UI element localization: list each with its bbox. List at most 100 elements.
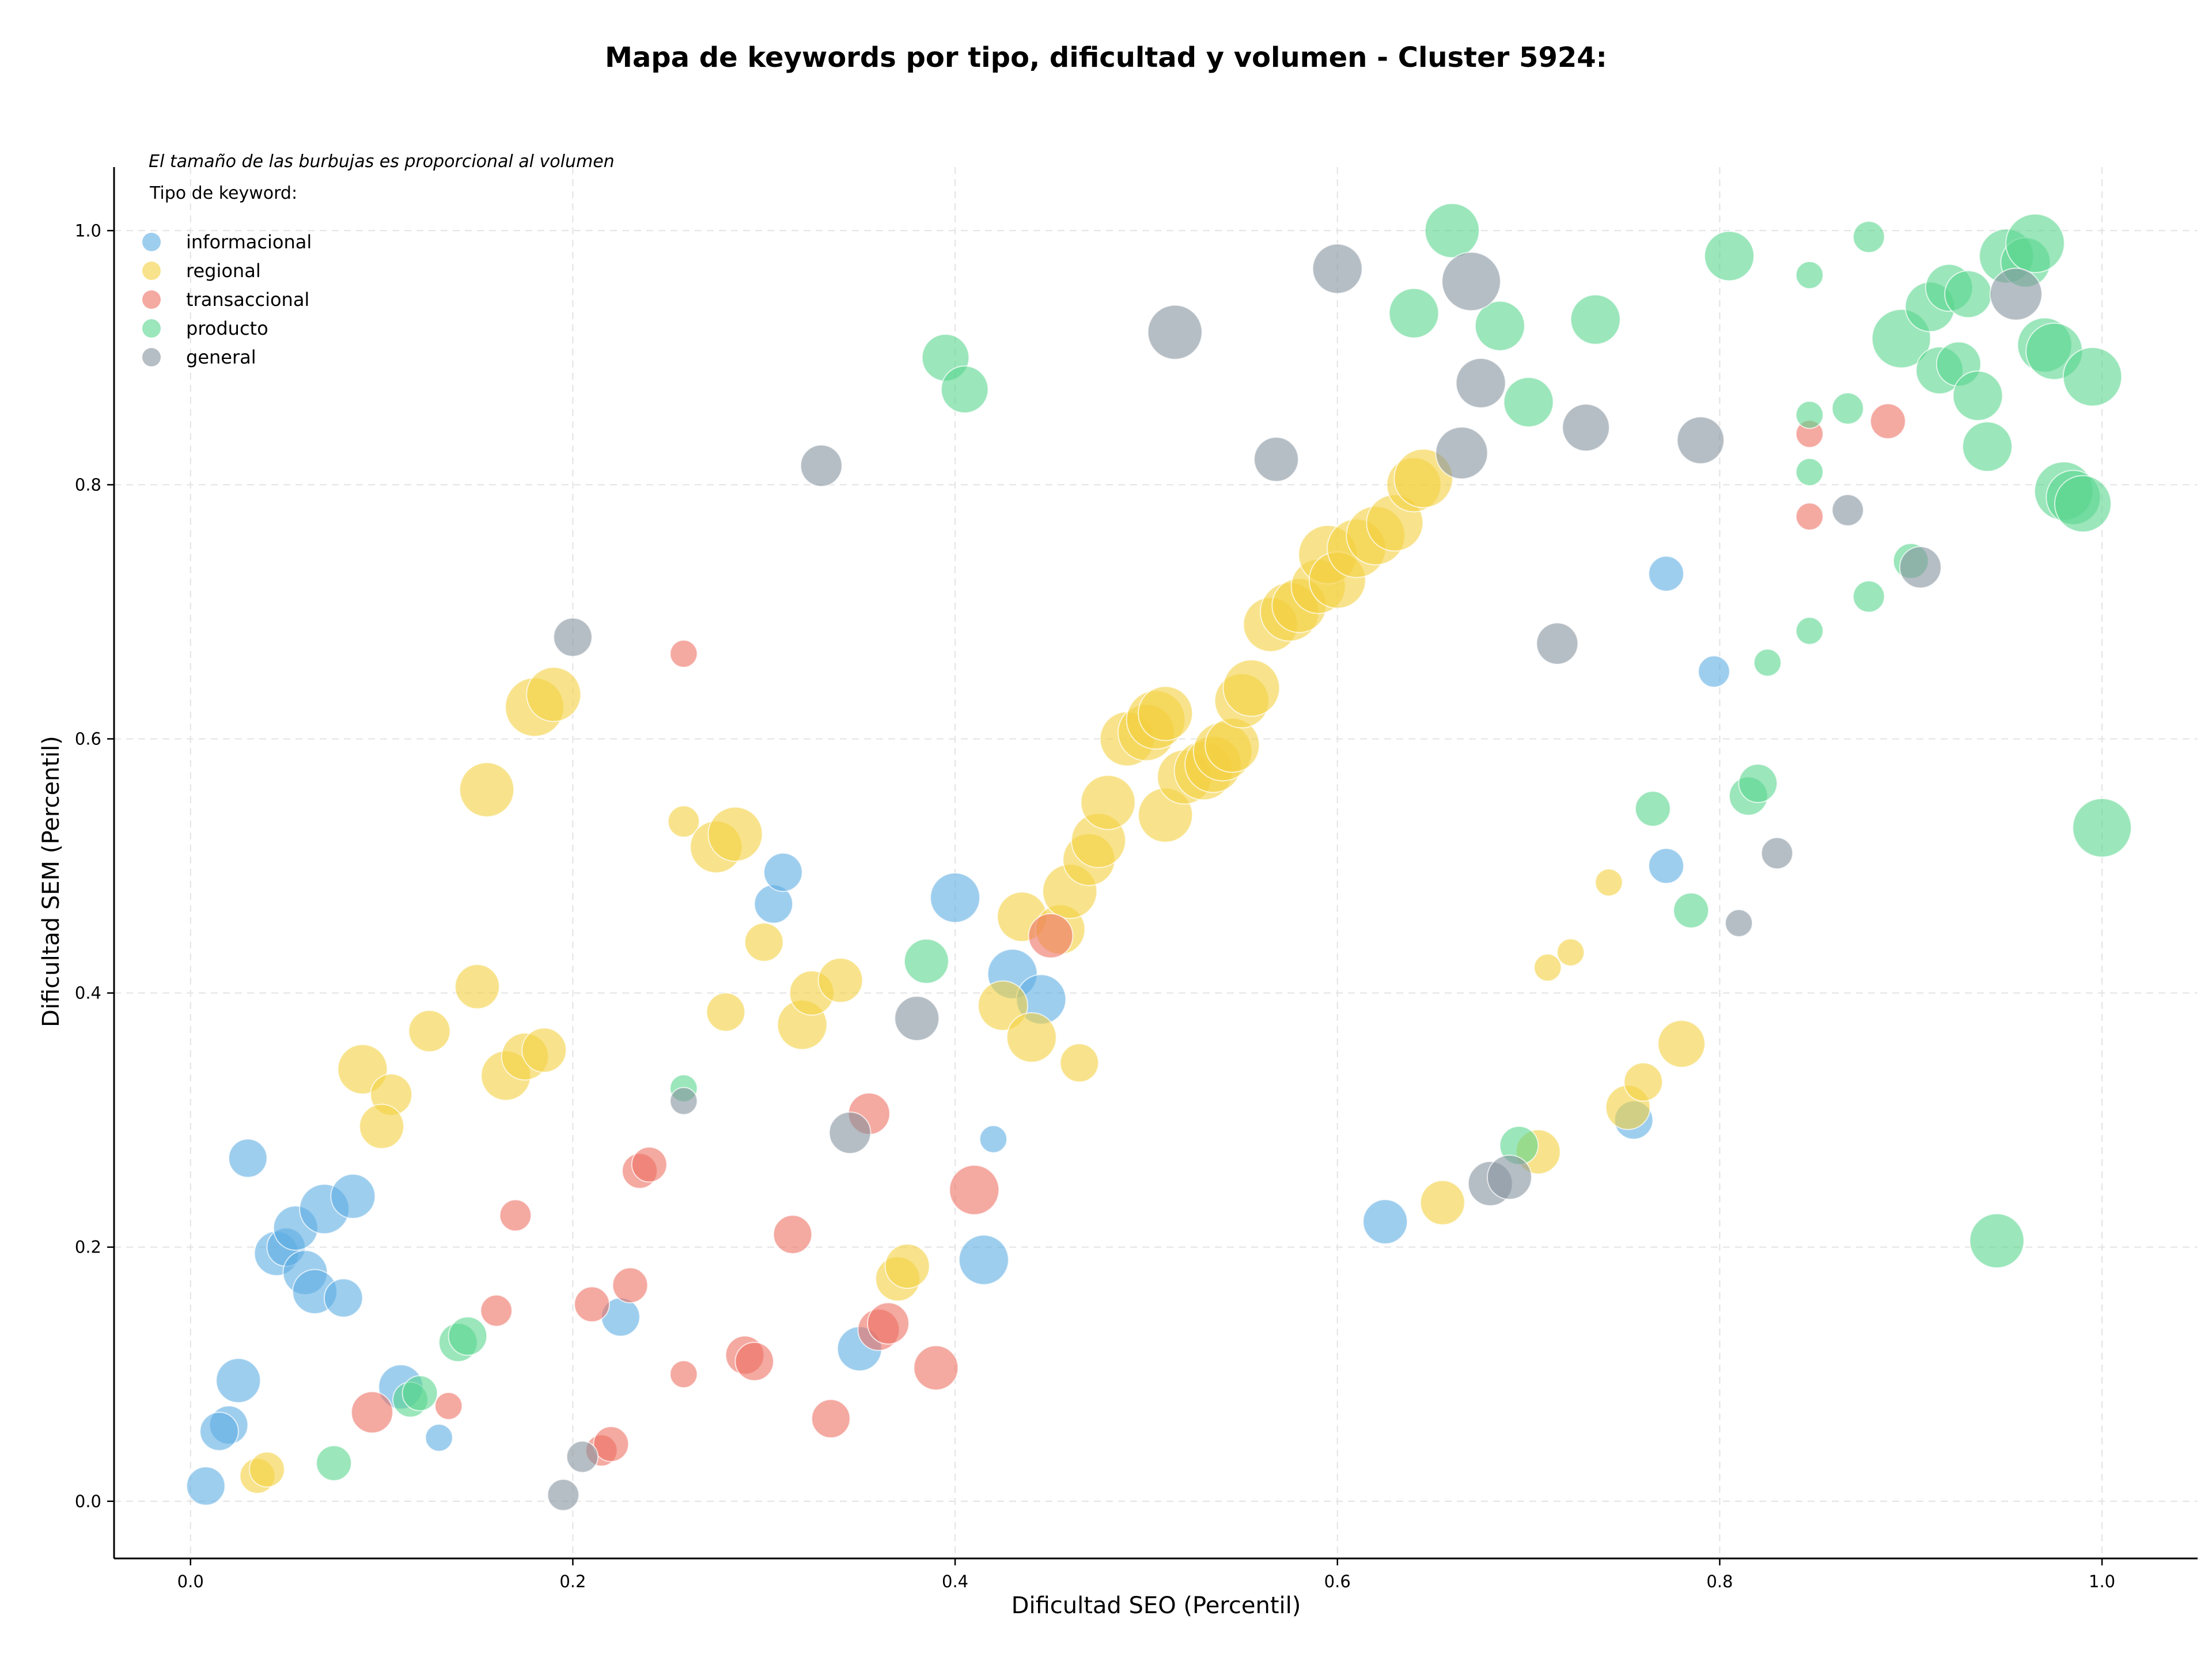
bubble-regional xyxy=(1594,868,1623,897)
bubble-regional xyxy=(1533,953,1562,982)
series-general xyxy=(547,243,2043,1511)
chart-title: Mapa de keywords por tipo, dificultad y … xyxy=(605,41,1607,74)
bubble-regional xyxy=(707,806,763,862)
bubble-transaccional xyxy=(867,1302,910,1345)
bubble-transaccional xyxy=(949,1164,1000,1216)
y-tick-label: 0.4 xyxy=(75,983,101,1003)
bubble-informacional xyxy=(186,1466,226,1506)
bubble-producto xyxy=(2062,347,2123,407)
bubble-general xyxy=(1536,622,1579,665)
bubble-producto xyxy=(1388,287,1440,339)
bubble-general xyxy=(1455,357,1506,408)
bubble-informacional xyxy=(215,1357,262,1403)
bubble-producto xyxy=(1795,457,1824,486)
bubble-transaccional xyxy=(913,1345,959,1391)
bubble-producto xyxy=(2072,798,2132,858)
bubble-regional xyxy=(1059,1043,1100,1083)
bubble-producto xyxy=(1795,400,1824,429)
bubble-general xyxy=(553,617,593,657)
bubble-transaccional xyxy=(480,1294,513,1327)
x-axis-label: Dificultad SEO (Percentil) xyxy=(1012,1592,1301,1619)
legend-label-general: general xyxy=(186,346,256,368)
bubble-producto xyxy=(1831,392,1864,425)
bubble-general xyxy=(1760,837,1794,870)
bubble-general xyxy=(1312,243,1363,294)
grid-lines xyxy=(114,167,2198,1558)
bubble-informacional xyxy=(1648,555,1684,592)
x-tick-label: 0.0 xyxy=(177,1572,204,1591)
bubble-general xyxy=(547,1478,579,1511)
bubble-transaccional xyxy=(669,1360,698,1388)
bubble-producto xyxy=(1704,230,1755,282)
bubble-regional xyxy=(521,1027,567,1073)
bubble-producto xyxy=(1570,294,1621,345)
bubble-producto xyxy=(1853,221,1885,253)
bubble-regional xyxy=(1623,1062,1663,1102)
bubble-regional xyxy=(459,762,515,818)
bubble-transaccional xyxy=(593,1426,630,1462)
bubble-regional xyxy=(359,1103,404,1149)
legend-marker-regional xyxy=(142,262,161,280)
bubble-producto xyxy=(316,1445,352,1481)
series-transaccional xyxy=(351,403,1906,1467)
bubble-regional xyxy=(249,1451,285,1488)
bubble-regional xyxy=(526,667,582,722)
bubble-general xyxy=(1989,267,2043,321)
bubble-producto xyxy=(1424,203,1480,259)
bubble-producto xyxy=(1673,892,1709,929)
bubble-producto xyxy=(1795,616,1824,645)
bubble-transaccional xyxy=(631,1146,668,1183)
bubble-size-note: El tamaño de las burbujas es proporciona… xyxy=(149,152,615,172)
bubble-informacional xyxy=(199,1412,239,1451)
x-tick-label: 0.8 xyxy=(1706,1572,1733,1591)
bubble-transaccional xyxy=(434,1391,463,1420)
y-tick-label: 0.2 xyxy=(75,1238,101,1257)
bubble-producto xyxy=(1952,370,2003,421)
bubble-general xyxy=(1899,546,1942,589)
y-tick-label: 0.0 xyxy=(75,1492,101,1511)
bubble-transaccional xyxy=(811,1399,851,1439)
bubble-general xyxy=(566,1440,599,1473)
y-tick-label: 1.0 xyxy=(75,221,101,240)
bubble-regional xyxy=(1006,1012,1057,1063)
bubble-regional xyxy=(408,1009,451,1053)
tick-labels: 0.0 0.2 0.4 0.6 0.8 1.0 0.0 0.2 0.4 0.6 0.8 1.0 xyxy=(75,221,2115,1591)
bubble-transaccional xyxy=(1870,403,1906,440)
bubble-general xyxy=(1253,436,1299,482)
bubble-general xyxy=(1562,403,1610,452)
legend-marker-transaccional xyxy=(142,290,161,309)
bubble-producto xyxy=(940,365,989,414)
bubble-producto xyxy=(1738,763,1778,803)
bubble-producto xyxy=(1503,377,1554,427)
x-tick-label: 0.4 xyxy=(942,1572,968,1591)
bubble-transaccional xyxy=(612,1267,649,1304)
legend: informacional regional transaccional produc… xyxy=(142,231,312,368)
y-tick-label: 0.8 xyxy=(75,475,101,494)
bubble-regional xyxy=(1556,938,1585,967)
legend-label-producto: producto xyxy=(186,317,268,339)
legend-label-transaccional: transaccional xyxy=(186,289,309,311)
bubble-regional xyxy=(978,980,1028,1031)
bubble-producto xyxy=(1853,580,1885,613)
bubble-regional xyxy=(454,964,500,1009)
bubble-general xyxy=(894,996,940,1042)
bubble-transaccional xyxy=(1028,913,1074,959)
bubble-general xyxy=(1441,251,1501,312)
bubble-regional xyxy=(667,805,700,838)
data-points xyxy=(186,203,2132,1511)
bubble-regional xyxy=(1080,774,1136,830)
bubble-general xyxy=(800,444,843,487)
bubble-informacional xyxy=(323,1278,363,1318)
legend-label-informacional: informacional xyxy=(186,231,312,253)
bubble-informacional xyxy=(979,1125,1007,1153)
bubble-producto xyxy=(1962,421,2013,472)
x-tick-label: 0.2 xyxy=(559,1572,586,1591)
bubble-producto xyxy=(402,1375,438,1412)
bubble-regional xyxy=(744,922,784,962)
bubble-informacional xyxy=(1362,1199,1408,1244)
axes xyxy=(107,167,2198,1565)
bubble-general xyxy=(1725,909,1753,937)
bubble-general xyxy=(1831,494,1864,527)
bubble-regional xyxy=(884,1243,930,1289)
